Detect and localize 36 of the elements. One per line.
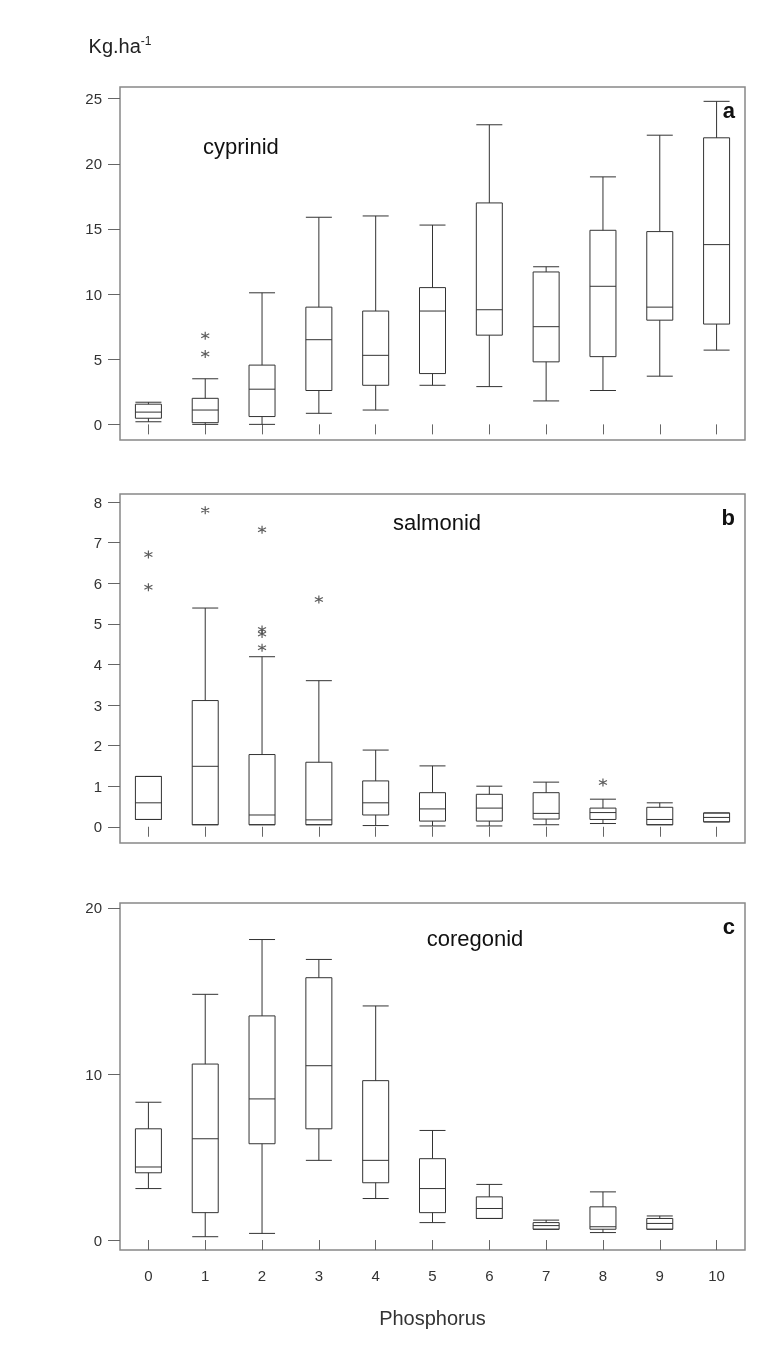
y-tick-label: 4 [93, 655, 102, 673]
y-tick-label: 20 [85, 155, 102, 173]
x-tick-label: 10 [708, 1267, 725, 1284]
y-tick-label: 2 [93, 737, 102, 755]
x-tick-label: 6 [485, 1267, 494, 1284]
annotation: b [721, 504, 736, 530]
y-tick-label: 8 [93, 493, 102, 511]
y-tick-label: 10 [85, 285, 102, 303]
x-tick-label: 3 [314, 1267, 324, 1284]
y-tick-label: 0 [93, 818, 102, 836]
x-tick-label: 4 [371, 1267, 380, 1284]
text: coregonid [426, 925, 524, 951]
y-tick-label: 20 [85, 899, 102, 917]
x-tick-label: 1 [201, 1267, 210, 1284]
y-tick-label: 5 [93, 350, 102, 368]
y-tick-label: 5 [93, 615, 102, 633]
text: salmonid [392, 509, 482, 535]
y-tick-label: 15 [85, 220, 102, 238]
y-tick-label: 0 [93, 1231, 102, 1249]
x-tick-label: 0 [144, 1267, 153, 1284]
x-tick-label: 7 [541, 1267, 551, 1284]
x-tick-label: 8 [598, 1267, 608, 1284]
x-tick-label: 5 [428, 1267, 437, 1284]
y-tick-label: 3 [93, 696, 102, 714]
x-tick-label: 9 [655, 1267, 664, 1284]
text: cyprinid [203, 133, 279, 159]
y-tick-label: 25 [85, 90, 102, 108]
annotation: c [722, 913, 736, 939]
annotation: a [722, 97, 736, 123]
y-tick-label: 1 [93, 777, 102, 795]
y-tick-label: 6 [93, 574, 102, 592]
x-axis-title: Phosphorus [379, 1307, 486, 1329]
x-tick-label: 2 [257, 1267, 267, 1284]
y-tick-label: 0 [93, 415, 102, 433]
y-tick-label: 7 [93, 534, 102, 552]
y-tick-label: 10 [85, 1065, 102, 1083]
